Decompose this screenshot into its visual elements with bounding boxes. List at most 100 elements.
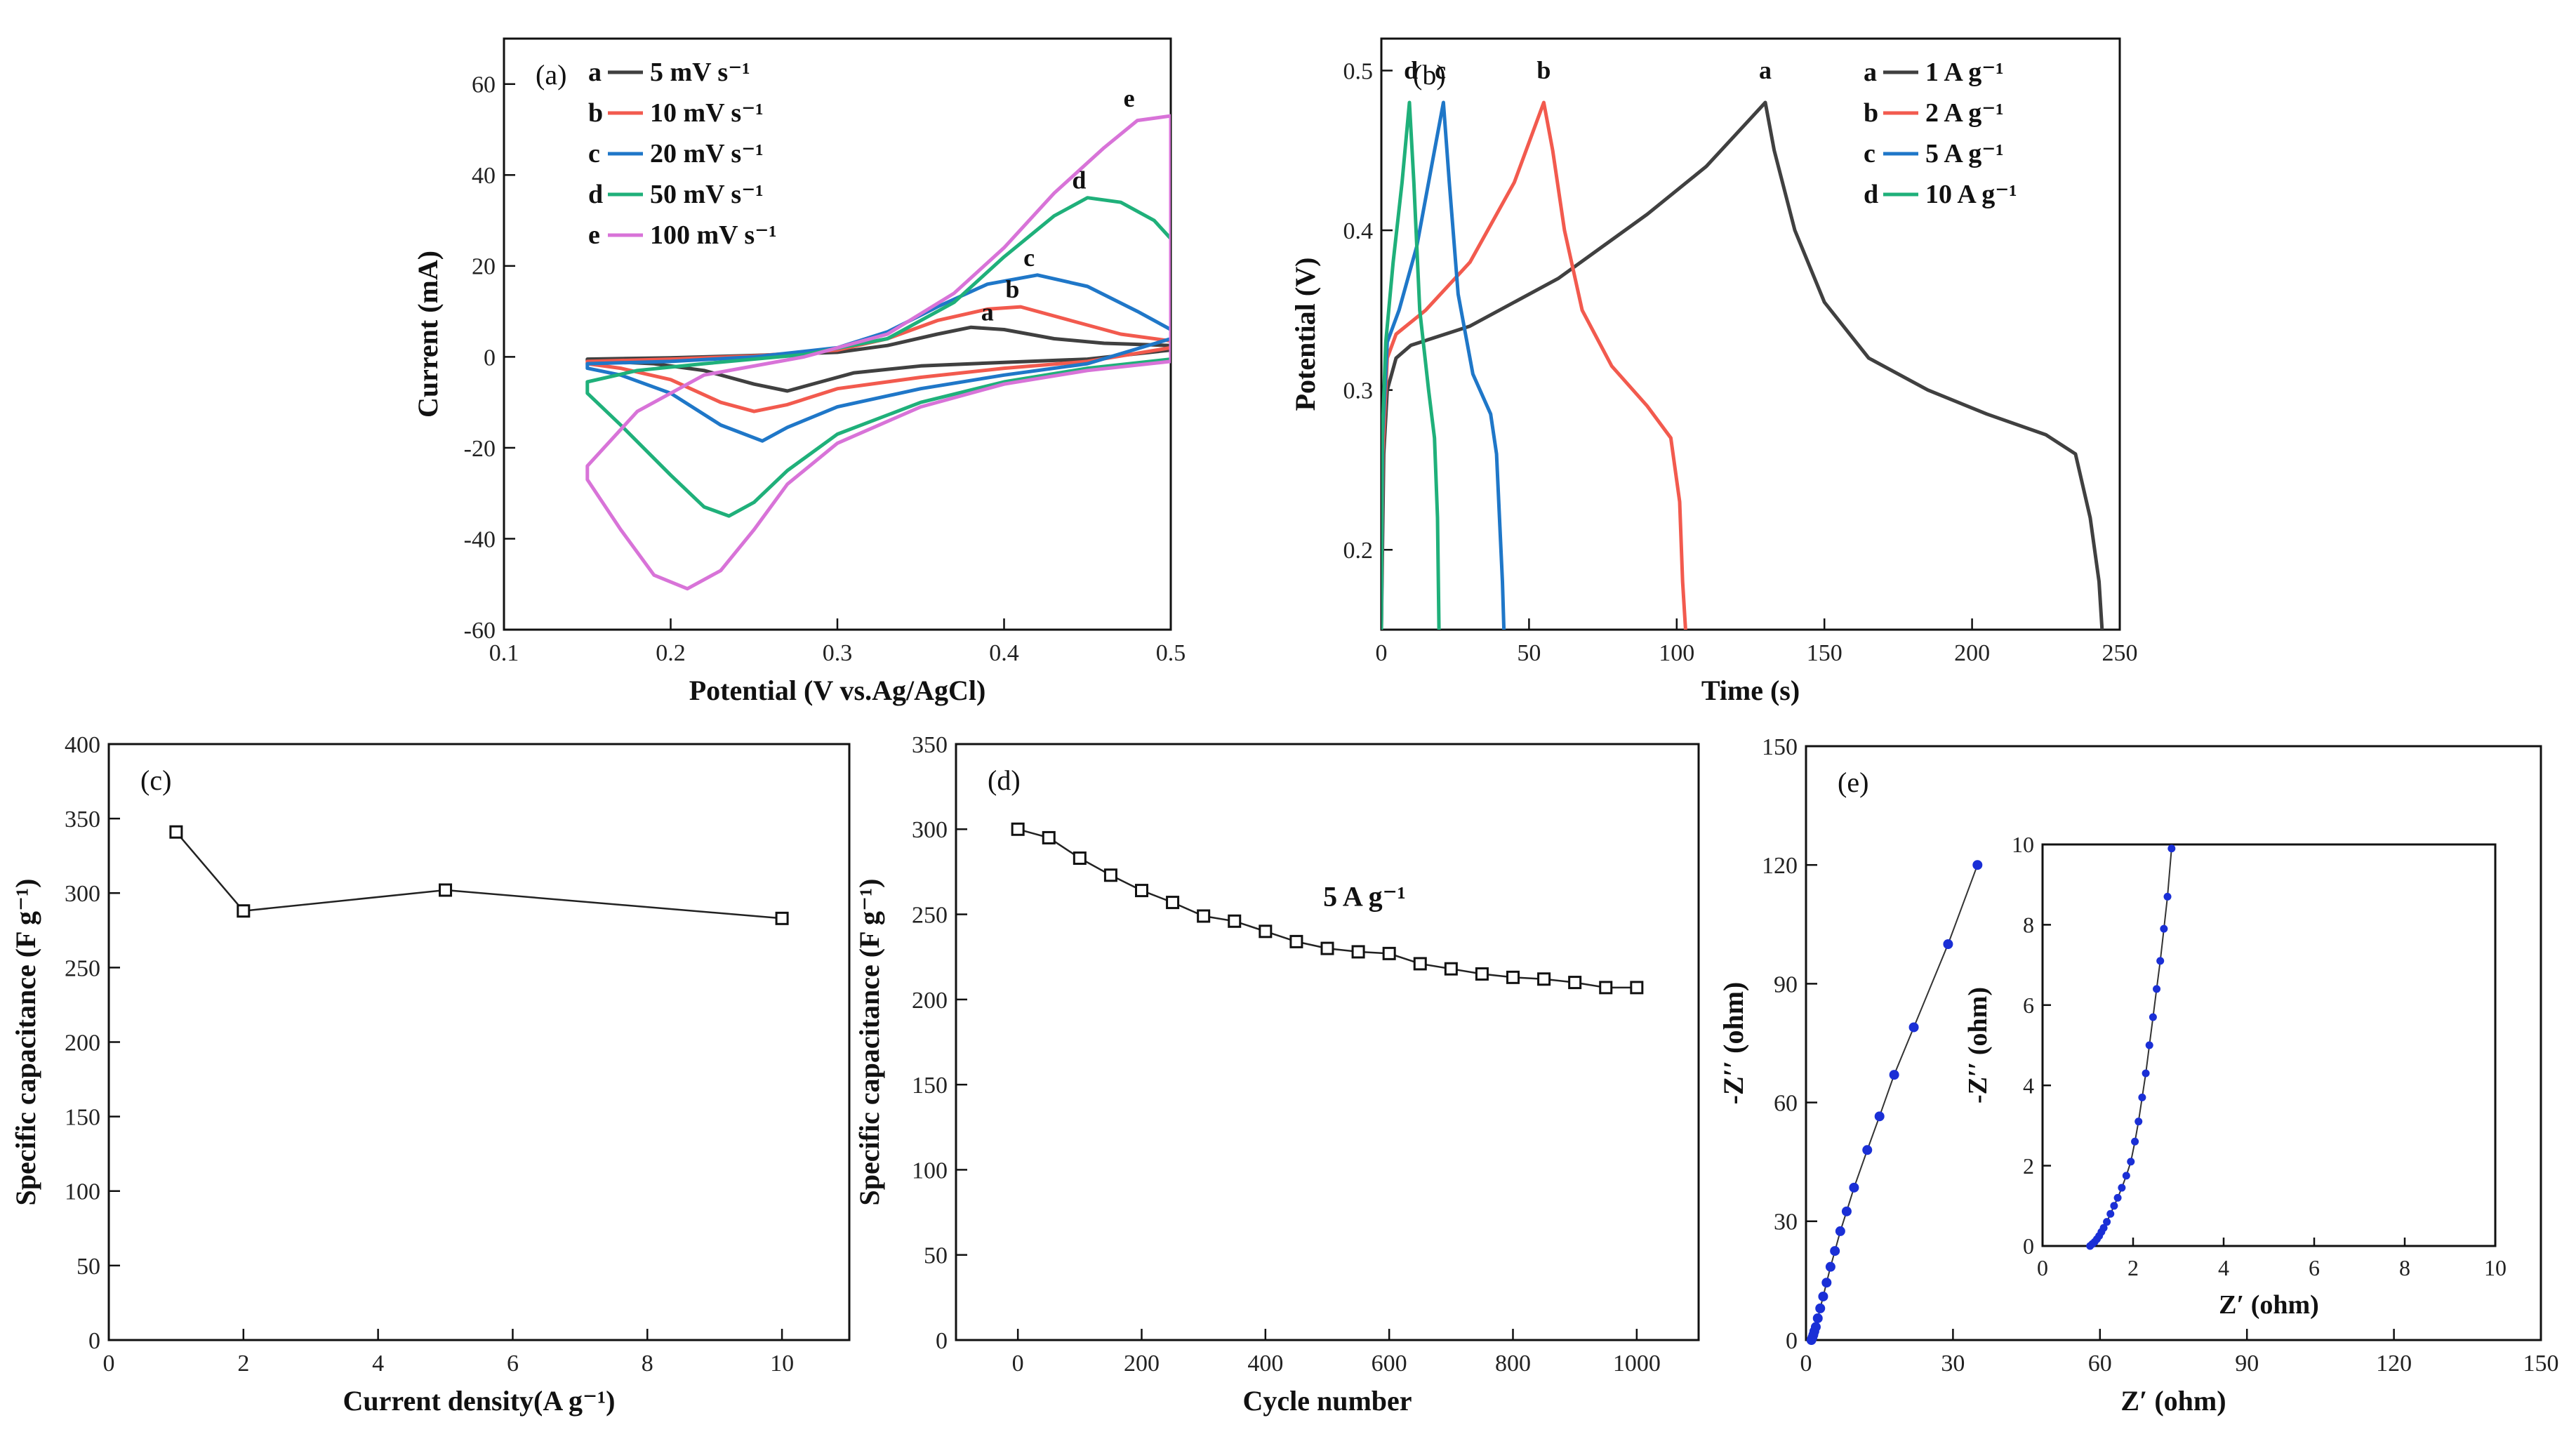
x-tick-label: 0 [2037,1255,2048,1280]
y-tick-label: 100 [912,1158,948,1184]
series-line [175,831,783,920]
x-tick-label: 0.2 [656,640,686,666]
y-tick-label: -40 [464,526,496,552]
y-axis-label: Current (mA) [412,251,444,418]
y-axis-label: Specific capacitance (F g⁻¹) [854,879,885,1206]
inset-data-point-marker [2113,1193,2122,1202]
data-point-marker [1862,1145,1873,1155]
plot-frame [107,743,851,1341]
data-point-marker [1166,896,1180,910]
data-point-marker [1568,976,1582,990]
x-tick-label: 8 [2399,1255,2410,1280]
data-point-marker [1972,860,1983,870]
y-tick-label: 60 [472,72,496,98]
y-tick-label: 0.3 [1343,378,1374,404]
x-tick-label: 120 [2376,1351,2412,1377]
y-tick-label: 0 [88,1328,100,1354]
x-tick-label: 4 [372,1351,384,1377]
x-tick-label: 60 [2088,1351,2112,1377]
plot-frame [503,37,1172,631]
panel-label: (a) [536,59,566,91]
y-tick-label: 250 [912,902,948,928]
gcd-curve-d [1381,100,1441,630]
legend-letter: d [1864,180,1878,209]
y-tick-label: 350 [65,807,100,833]
data-point-marker [1841,1206,1852,1216]
x-axis-label: Z′ (ohm) [2219,1290,2319,1320]
inset-data-point-marker [2131,1137,2139,1146]
data-point-marker [1320,941,1334,955]
cv-loop-e [585,114,1171,591]
x-tick-label: 400 [1247,1351,1283,1377]
inset-data-point-marker [2167,844,2176,853]
x-tick-label: 2 [2127,1255,2139,1280]
panel-label: (b) [1413,59,1446,91]
plot-frame [2041,843,2497,1247]
x-tick-label: 10 [2484,1255,2507,1280]
inset-data-point-marker [2122,1172,2130,1180]
gcd-curve-b [1381,100,1687,630]
legend-text: 5 mV s⁻¹ [650,58,750,87]
inset-data-point-marker [2138,1093,2146,1101]
x-tick-label: 100 [1659,640,1694,666]
x-tick-label: 8 [642,1351,653,1377]
x-axis-label: Current density(A g⁻¹) [343,1385,616,1417]
inset-data-point-marker [2160,924,2168,933]
data-point-marker [1351,945,1365,959]
data-point-marker [775,911,789,925]
series-group [585,114,1171,591]
legend-text: 100 mV s⁻¹ [650,220,777,250]
y-tick-label: 0 [484,345,496,371]
y-tick-label: 300 [65,881,100,907]
legend-letter: c [1864,139,1875,168]
inset-data-point-marker [2163,892,2172,901]
curve-label: a [1759,56,1772,84]
x-tick-label: 150 [2523,1351,2559,1377]
x-tick-label: 10 [770,1351,794,1377]
gcd-curve-c [1381,100,1506,630]
data-point-marker [169,825,183,839]
y-tick-label: 200 [65,1030,100,1056]
x-tick-label: 2 [237,1351,249,1377]
y-tick-label: 8 [2023,913,2034,938]
legend-letter: a [1864,58,1877,87]
legend-item: a 5 mV s⁻¹ [588,58,750,87]
inset-data-point-marker [2142,1069,2150,1078]
data-point-marker [1413,957,1427,971]
data-point-marker [1506,970,1520,984]
inset-data-point-marker [2156,957,2165,965]
data-point-marker [1810,1322,1821,1332]
y-tick-label: -20 [464,436,496,462]
data-point-marker [1197,909,1211,923]
curve-label: c [1435,56,1446,84]
y-axis-label: Potential (V) [1289,258,1321,411]
data-point-marker [1042,830,1056,844]
x-tick-label: 800 [1495,1351,1531,1377]
y-tick-label: 100 [65,1179,100,1205]
data-point-marker [1943,939,1953,949]
legend-item: e 100 mV s⁻¹ [588,220,777,250]
data-point-marker [439,883,453,897]
y-tick-label: 0 [1786,1328,1798,1354]
y-tick-label: 4 [2023,1073,2034,1098]
inset-data-point-marker [2103,1218,2111,1226]
y-tick-label: 50 [924,1243,948,1269]
legend-text: 10 A g⁻¹ [1925,180,2017,209]
x-tick-label: 50 [1517,640,1541,666]
legend-letter: b [1864,98,1878,128]
panel-label: (e) [1838,767,1868,798]
x-tick-label: 0.5 [1156,640,1186,666]
x-tick-label: 6 [2309,1255,2320,1280]
data-point-marker [1889,1070,1899,1080]
plot-frame [1380,37,2121,631]
series-line [1810,864,1979,1341]
axes-d: 0 200 400 600 800 1000 0 50 100 150 200 250 300 350 Cy… [854,732,1700,1417]
x-tick-label: 1000 [1613,1351,1661,1377]
x-tick-label: 0 [1376,640,1388,666]
data-point-marker [1444,962,1458,976]
x-tick-label: 0.3 [823,640,853,666]
curve-label: a [981,298,994,326]
x-tick-label: 0 [1012,1351,1024,1377]
legend-text: 5 A g⁻¹ [1925,139,2004,168]
